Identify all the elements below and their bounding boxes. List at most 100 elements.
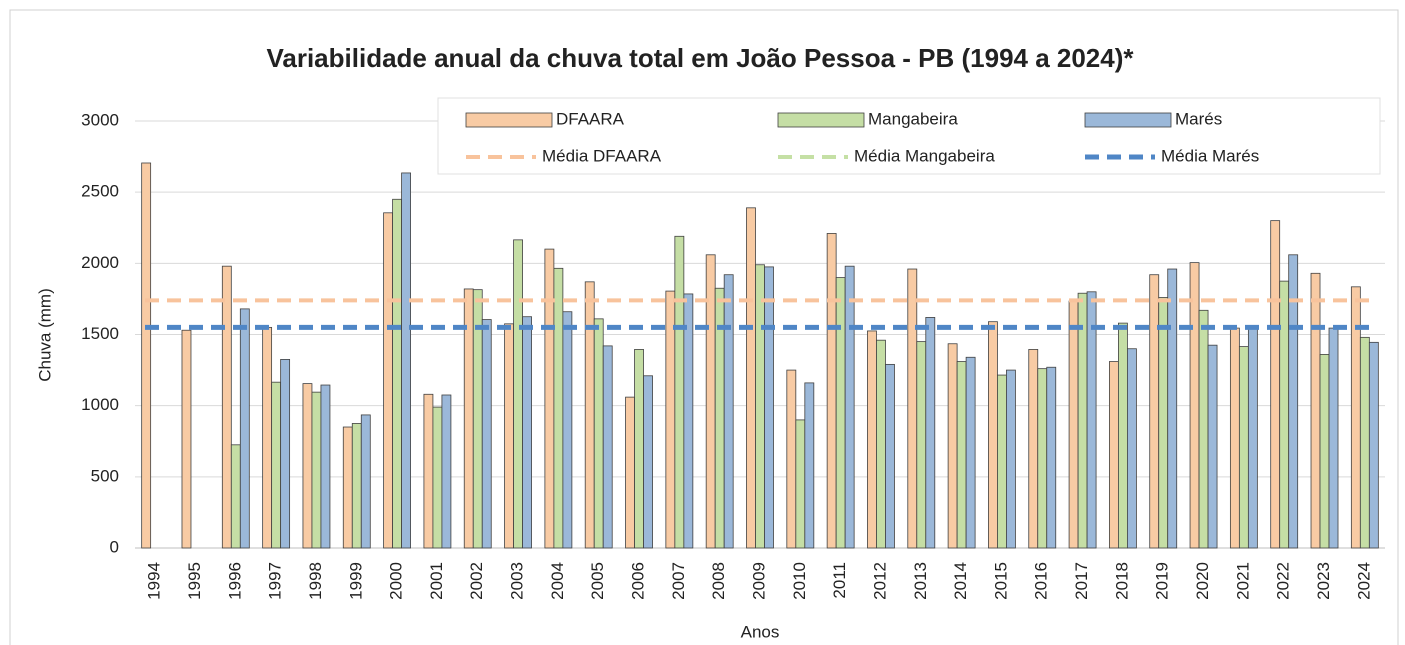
bar xyxy=(221,265,232,549)
bar xyxy=(230,444,241,549)
bar xyxy=(1077,292,1088,549)
bar xyxy=(280,359,291,549)
bar xyxy=(916,341,927,549)
bar xyxy=(746,207,756,549)
bar xyxy=(1207,344,1218,549)
y-tick-label: 3000 xyxy=(81,110,119,129)
bar xyxy=(1127,348,1137,549)
bar xyxy=(1247,326,1258,549)
bar xyxy=(1270,220,1281,549)
bar xyxy=(1028,349,1039,549)
bar xyxy=(625,396,635,549)
bar xyxy=(1359,336,1370,549)
bar xyxy=(826,233,837,549)
bar xyxy=(383,212,393,549)
x-tick-label: 2002 xyxy=(467,562,486,600)
bar xyxy=(1086,291,1097,549)
legend-box xyxy=(437,97,1381,175)
legend-label: Média DFAARA xyxy=(542,146,662,165)
x-tick-label: 2013 xyxy=(911,562,930,600)
x-tick-label: 2012 xyxy=(870,562,889,600)
bar xyxy=(1310,272,1321,549)
bar xyxy=(1118,322,1128,549)
bar xyxy=(1037,368,1048,549)
bar xyxy=(907,268,918,549)
x-tick-label: 2009 xyxy=(749,562,768,600)
x-tick-label: 2017 xyxy=(1072,562,1091,600)
bar xyxy=(988,321,998,549)
bar xyxy=(876,339,886,549)
bar xyxy=(392,198,402,549)
y-tick-label: 0 xyxy=(110,537,119,556)
x-tick-label: 1996 xyxy=(225,562,244,600)
bar xyxy=(401,172,411,549)
bar xyxy=(1288,254,1299,549)
bar xyxy=(544,248,555,549)
x-tick-label: 1994 xyxy=(145,562,164,600)
x-tick-label: 2024 xyxy=(1354,562,1373,600)
bar xyxy=(925,317,936,549)
bar xyxy=(755,264,765,549)
bar xyxy=(1238,346,1249,549)
y-axis-label: Chuva (mm) xyxy=(35,288,54,382)
x-tick-label: 2010 xyxy=(790,562,809,600)
bar xyxy=(795,419,806,549)
bar xyxy=(141,162,152,549)
bar xyxy=(723,274,734,549)
x-tick-label: 2023 xyxy=(1314,562,1333,600)
x-tick-label: 2020 xyxy=(1193,562,1212,600)
bar xyxy=(1158,297,1169,549)
bar xyxy=(1149,274,1160,549)
legend-label: Média Mangabeira xyxy=(854,146,995,165)
x-axis-label: Anos xyxy=(741,622,780,641)
y-tick-label: 1500 xyxy=(81,324,119,343)
bar xyxy=(441,394,452,549)
bar xyxy=(683,293,694,549)
y-tick-label: 2500 xyxy=(81,182,119,201)
bar xyxy=(643,375,653,549)
x-tick-label: 2006 xyxy=(629,562,648,600)
x-tick-label: 2008 xyxy=(709,562,728,600)
bar xyxy=(311,391,322,549)
y-tick-label: 500 xyxy=(91,466,119,485)
bar xyxy=(481,319,492,549)
bar xyxy=(432,406,443,549)
x-tick-label: 2014 xyxy=(951,562,970,600)
bar xyxy=(351,423,362,549)
x-tick-label: 2022 xyxy=(1274,562,1293,600)
bar xyxy=(522,316,532,549)
y-tick-label: 2000 xyxy=(81,253,119,272)
bar xyxy=(584,281,595,549)
x-tick-label: 1998 xyxy=(306,562,325,600)
bar xyxy=(1279,280,1290,549)
bar xyxy=(181,329,192,549)
bar xyxy=(271,381,282,549)
bar xyxy=(302,383,313,549)
bar xyxy=(885,363,895,549)
bar xyxy=(342,426,353,549)
x-tick-label: 1999 xyxy=(346,562,365,600)
bar xyxy=(1319,354,1330,549)
bar xyxy=(423,393,434,549)
bar xyxy=(1167,268,1178,549)
x-tick-label: 2003 xyxy=(508,562,527,600)
bar xyxy=(835,277,846,549)
x-tick-label: 2015 xyxy=(991,562,1010,600)
bar xyxy=(804,382,815,549)
bar xyxy=(1046,366,1057,549)
legend-label: Mangabeira xyxy=(868,109,958,128)
bar xyxy=(562,311,573,549)
chart-title: Variabilidade anual da chuva total em Jo… xyxy=(266,43,1134,73)
x-tick-label: 2011 xyxy=(830,562,849,599)
bar xyxy=(1068,300,1079,549)
legend-swatch xyxy=(465,112,553,128)
x-tick-label: 2005 xyxy=(588,562,607,600)
bar xyxy=(1328,327,1339,549)
bar xyxy=(262,326,273,549)
y-tick-label: 1000 xyxy=(81,395,119,414)
bar xyxy=(1109,361,1119,549)
bar xyxy=(239,308,250,549)
bar xyxy=(593,318,604,549)
bar xyxy=(1189,262,1200,549)
